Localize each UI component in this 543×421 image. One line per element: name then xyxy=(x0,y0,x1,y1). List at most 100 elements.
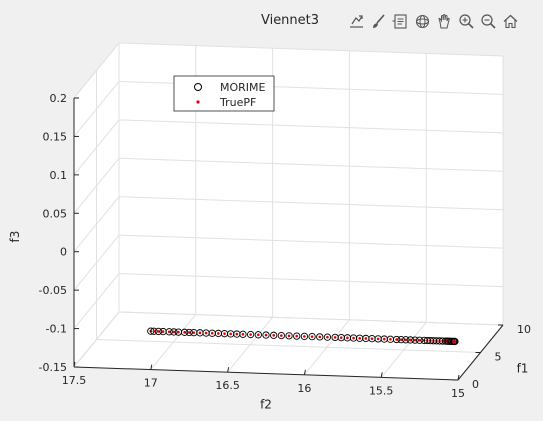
pan-hand-icon xyxy=(438,13,450,28)
home-icon xyxy=(503,14,518,28)
truepf-point xyxy=(264,333,268,337)
legend-truepf-marker xyxy=(196,100,200,104)
truepf-point xyxy=(453,340,457,343)
truepf-point xyxy=(295,334,299,338)
truepf-point xyxy=(204,331,208,335)
grid-line xyxy=(118,119,504,134)
grid-line xyxy=(118,234,504,249)
morime-point xyxy=(170,328,178,336)
grid-line xyxy=(118,273,504,288)
back-wall xyxy=(119,43,503,325)
truepf-point xyxy=(303,335,306,338)
f3-tick-label: 0.05 xyxy=(43,207,68,220)
f3-tick-label: 0.15 xyxy=(43,130,68,143)
rotate-3d-button[interactable] xyxy=(413,11,432,31)
morime-point xyxy=(406,336,415,344)
f2-tick xyxy=(303,369,306,375)
f3-tick-label: -0.15 xyxy=(39,361,67,374)
truepf-point xyxy=(198,331,202,335)
f1-tick-label: 0 xyxy=(472,378,479,391)
f3-tick-label: -0.1 xyxy=(46,323,67,336)
morime-point xyxy=(185,328,193,337)
truepf-point xyxy=(183,331,186,334)
truepf-point xyxy=(272,334,275,337)
morime-point xyxy=(285,332,293,340)
morime-point xyxy=(270,331,278,339)
truepf-point xyxy=(241,332,245,336)
morime-point xyxy=(300,332,309,341)
f2-tick xyxy=(150,364,153,370)
morime-point xyxy=(411,336,419,344)
morime-point xyxy=(150,327,158,335)
morime-point xyxy=(180,328,189,336)
truepf-point xyxy=(409,338,412,342)
truepf-point xyxy=(152,329,156,333)
f2-tick-label: 16 xyxy=(297,382,311,395)
f2-tick xyxy=(380,372,383,378)
pan-button[interactable] xyxy=(435,11,454,31)
data-tips-button[interactable] xyxy=(391,11,410,31)
f3-tick-label: -0.05 xyxy=(39,284,67,297)
morime-point xyxy=(239,330,247,338)
morime-point xyxy=(262,331,270,339)
f2-tick-label: 17.5 xyxy=(62,374,87,387)
zoom-in-button[interactable] xyxy=(457,11,476,31)
legend-box xyxy=(173,75,275,112)
truepf-point xyxy=(249,333,252,336)
truepf-point xyxy=(229,332,232,336)
truepf-point xyxy=(172,330,176,334)
f2-tick xyxy=(457,374,460,381)
rotate-3d-icon xyxy=(415,14,430,28)
legend-morime-label: MORIME xyxy=(220,81,266,94)
f3-tick-label: 0 xyxy=(60,246,67,259)
truepf-point xyxy=(339,336,343,339)
truepf-point xyxy=(310,335,314,338)
truepf-point xyxy=(346,336,349,340)
truepf-point xyxy=(223,332,226,335)
truepf-point xyxy=(192,331,196,334)
morime-point xyxy=(316,333,324,341)
chart-title: Viennet3 xyxy=(261,13,319,28)
legend-truepf-label: TruePF xyxy=(219,96,256,109)
zoom-in-icon xyxy=(459,13,474,29)
truepf-point xyxy=(177,330,180,334)
f2-tick-label: 15.5 xyxy=(369,384,394,397)
truepf-point xyxy=(364,337,368,340)
morime-point xyxy=(323,333,332,341)
morime-point xyxy=(254,331,262,339)
truepf-point xyxy=(395,338,398,341)
axes-toolbar xyxy=(347,10,520,32)
export-button[interactable] xyxy=(347,11,366,31)
zoom-out-button[interactable] xyxy=(479,11,498,31)
morime-point xyxy=(165,328,173,336)
truepf-point xyxy=(333,336,337,339)
truepf-point xyxy=(280,334,283,337)
truepf-point xyxy=(167,330,171,334)
morime-point xyxy=(246,330,255,339)
grid-line xyxy=(118,311,504,326)
f2-axis-line xyxy=(73,366,459,381)
grid-line xyxy=(118,42,504,57)
brush-button[interactable] xyxy=(369,11,388,31)
morime-point xyxy=(402,336,410,344)
f1-tick-label: 10 xyxy=(517,323,531,336)
truepf-point xyxy=(418,338,421,342)
truepf-point xyxy=(235,332,239,336)
truepf-point xyxy=(210,331,214,335)
export-icon xyxy=(350,14,363,28)
brush-icon xyxy=(373,13,385,28)
truepf-point xyxy=(326,335,329,339)
data-tips-icon xyxy=(392,13,407,29)
home-button[interactable] xyxy=(501,11,520,31)
truepf-point xyxy=(399,338,403,341)
f3-tick-label: 0.2 xyxy=(50,92,68,105)
f2-tick-label: 15 xyxy=(451,387,465,400)
morime-point xyxy=(392,335,401,344)
zoom-out-icon xyxy=(481,13,496,29)
truepf-point xyxy=(318,335,322,339)
f2-axis-label: f2 xyxy=(260,398,272,412)
truepf-point xyxy=(187,331,191,334)
morime-point xyxy=(308,332,316,341)
grid-line xyxy=(96,339,481,353)
